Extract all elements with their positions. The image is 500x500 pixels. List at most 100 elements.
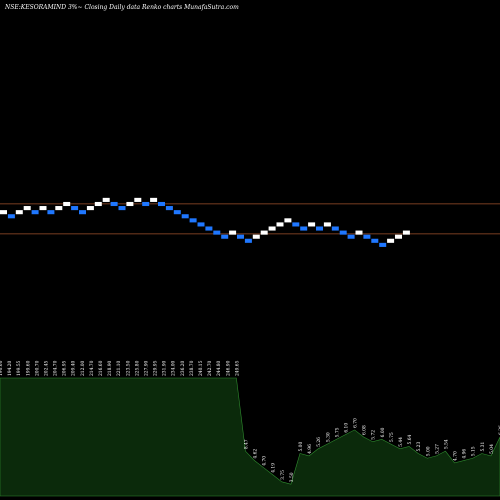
renko-brick-0	[0, 210, 7, 215]
renko-brick-13	[102, 197, 110, 202]
volume-label-34: 4.96	[308, 444, 313, 454]
volume-label-31: 3.75	[281, 470, 286, 480]
volume-label-7: 206.95	[63, 360, 68, 376]
volume-label-43: 5.75	[390, 432, 395, 442]
renko-brick-4	[31, 210, 39, 215]
volume-label-30: 4.19	[272, 463, 277, 473]
volume-label-0: 190.60	[0, 360, 4, 376]
volume-label-2: 199.55	[17, 360, 22, 376]
volume-label-46: 5.23	[417, 442, 422, 452]
volume-label-22: 240.15	[199, 360, 204, 376]
volume-label-52: 5.15	[472, 446, 477, 456]
renko-brick-2	[15, 210, 23, 215]
renko-brick-15	[118, 206, 126, 211]
renko-brick-20	[158, 201, 165, 207]
renko-brick-48	[379, 242, 387, 247]
volume-label-12: 218.90	[108, 360, 113, 376]
volume-label-21: 238.70	[190, 360, 195, 376]
volume-label-54: 5.04	[490, 444, 495, 454]
renko-brick-6	[47, 210, 55, 215]
renko-brick-11	[86, 206, 94, 211]
renko-brick-17	[134, 197, 142, 202]
volume-label-50: 4.70	[454, 451, 459, 461]
volume-label-41: 5.72	[372, 430, 377, 440]
volume-label-42: 6.00	[381, 427, 386, 437]
volume-label-3: 199.60	[26, 360, 31, 376]
volume-label-15: 225.80	[135, 360, 140, 376]
volume-label-49: 5.54	[444, 439, 449, 449]
volume-label-23: 242.70	[208, 360, 213, 376]
renko-brick-46	[363, 234, 371, 239]
renko-brick-18	[142, 201, 150, 207]
renko-brick-23	[181, 214, 189, 219]
volume-label-28: 4.62	[254, 449, 259, 459]
renko-brick-7	[55, 206, 63, 211]
renko-brick-47	[371, 238, 379, 243]
volume-label-6: 204.70	[54, 360, 59, 376]
volume-label-27: 8.47	[244, 439, 249, 449]
volume-label-18: 231.90	[163, 360, 168, 376]
renko-brick-43	[339, 230, 347, 235]
renko-brick-12	[94, 201, 102, 207]
volume-label-11: 216.60	[99, 360, 104, 376]
renko-brick-28	[221, 234, 229, 239]
renko-brick-38	[300, 226, 308, 231]
volume-label-9: 212.00	[81, 360, 86, 376]
renko-bricks	[0, 197, 410, 247]
renko-brick-33	[260, 230, 268, 235]
renko-brick-29	[229, 230, 237, 235]
renko-brick-19	[150, 197, 158, 202]
renko-brick-5	[39, 206, 47, 211]
renko-brick-1	[7, 214, 15, 219]
volume-label-40: 6.08	[363, 425, 368, 435]
volume-label-36: 5.30	[326, 432, 331, 442]
volume-label-10: 214.70	[90, 360, 95, 376]
volume-labels: 190.60 194.20 199.55 199.60 200.70 202.45 204.…	[0, 360, 500, 482]
volume-label-14: 223.50	[126, 360, 131, 376]
volume-label-39: 6.70	[354, 418, 359, 428]
renko-brick-8	[63, 201, 71, 207]
volume-label-1: 194.20	[8, 360, 13, 376]
renko-brick-21	[165, 206, 173, 211]
volume-area	[0, 377, 500, 497]
volume-label-45: 5.64	[408, 434, 413, 444]
renko-brick-39	[308, 222, 316, 227]
renko-brick-51	[402, 230, 410, 235]
renko-brick-26	[205, 226, 213, 231]
volume-label-53: 5.31	[481, 442, 486, 452]
volume-label-29: 4.70	[263, 456, 268, 466]
volume-label-25: 246.90	[226, 360, 231, 376]
volume-series	[0, 377, 500, 497]
renko-brick-24	[189, 218, 197, 223]
volume-label-51: 4.96	[463, 449, 468, 459]
renko-brick-37	[292, 222, 300, 227]
volume-label-32: 3.50	[290, 472, 295, 482]
renko-brick-35	[276, 222, 284, 227]
volume-label-48: 5.27	[435, 444, 440, 454]
volume-label-44: 5.44	[399, 437, 404, 447]
volume-label-13: 221.10	[117, 360, 122, 376]
chart-title: NSE:KESORAMIND 3%~ Closing Daily data Re…	[4, 4, 239, 11]
volume-label-19: 234.00	[172, 360, 177, 376]
renko-brick-9	[71, 206, 79, 211]
renko-brick-36	[284, 218, 292, 223]
renko-brick-44	[347, 234, 355, 239]
renko-brick-34	[268, 226, 276, 231]
volume-label-20: 236.20	[181, 360, 186, 376]
volume-label-5: 202.45	[44, 360, 49, 376]
volume-label-33: 5.00	[299, 442, 304, 452]
renko-brick-14	[110, 201, 118, 207]
renko-brick-31	[244, 238, 252, 243]
volume-label-47: 5.00	[426, 446, 431, 456]
volume-label-26: 249.65	[235, 360, 240, 376]
volume-label-17: 229.95	[154, 360, 159, 376]
renko-brick-22	[173, 210, 181, 215]
renko-brick-50	[395, 234, 402, 239]
renko-brick-42	[331, 226, 339, 231]
renko-brick-40	[316, 226, 323, 231]
volume-label-8: 209.40	[72, 360, 77, 376]
renko-brick-16	[126, 201, 134, 207]
renko-brick-10	[79, 210, 86, 215]
